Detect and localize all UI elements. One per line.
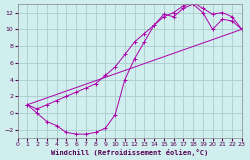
X-axis label: Windchill (Refroidissement éolien,°C): Windchill (Refroidissement éolien,°C)	[51, 149, 208, 156]
